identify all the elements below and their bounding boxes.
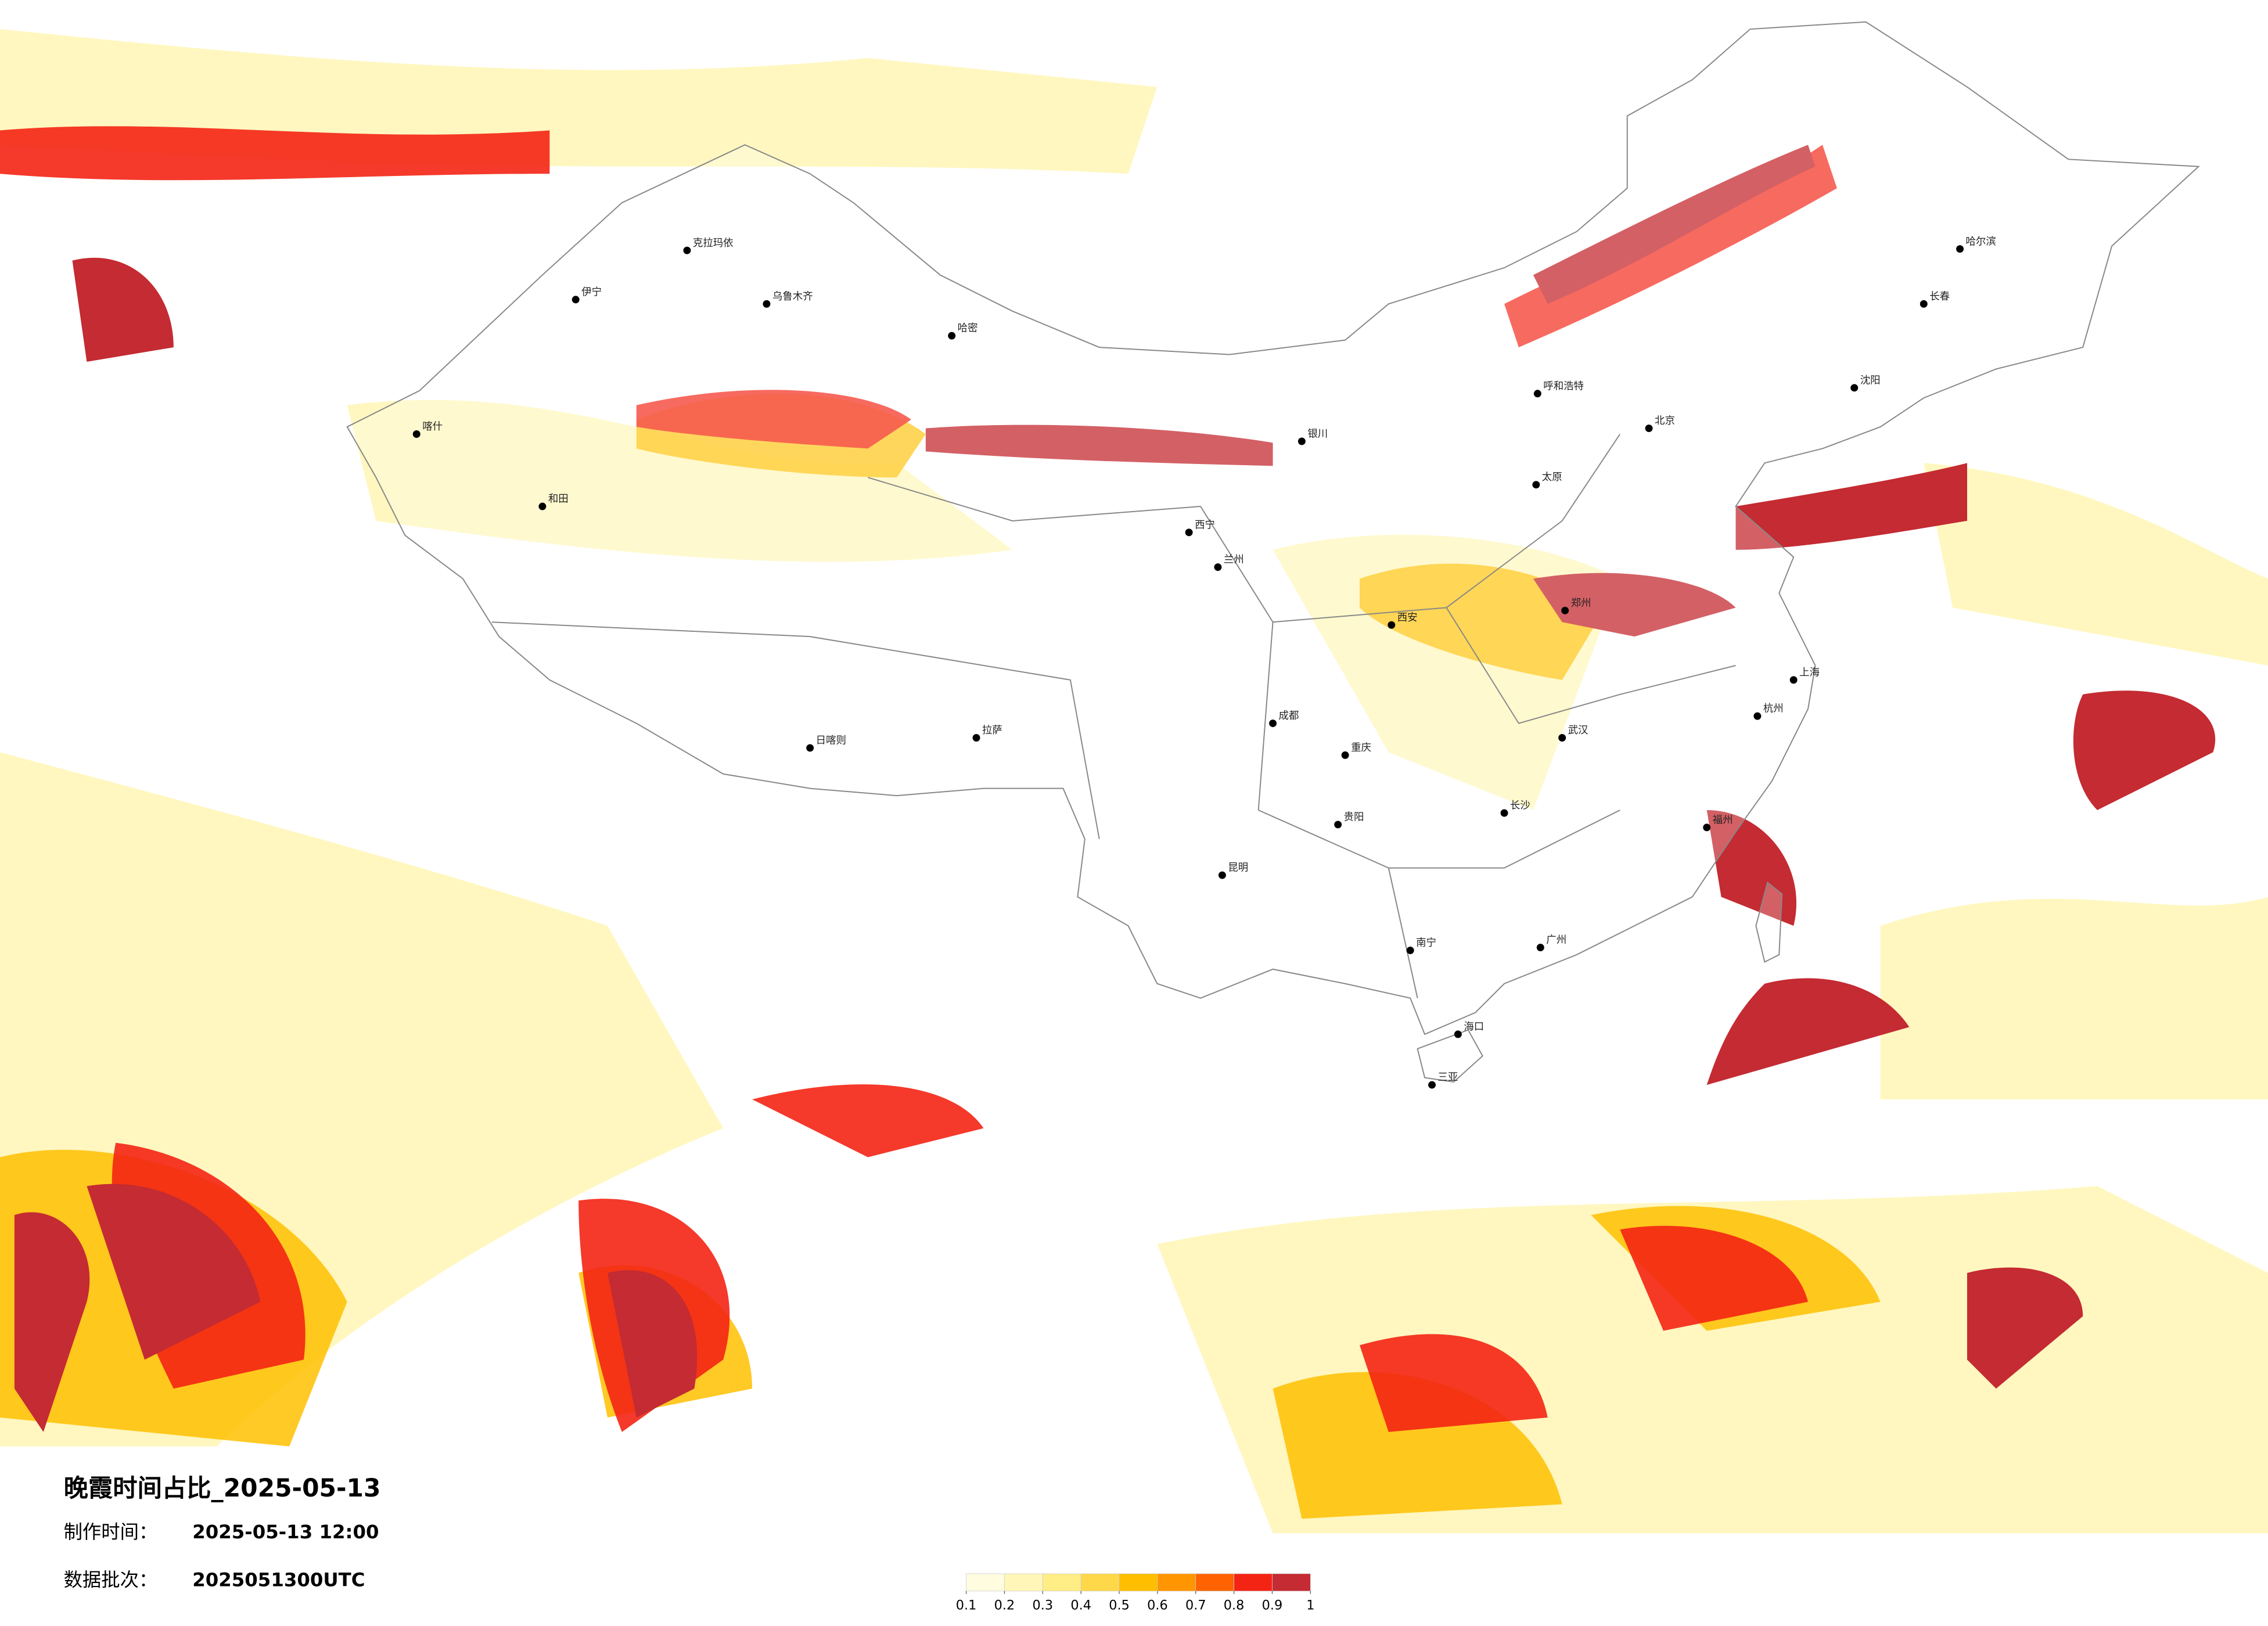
city-dot — [1532, 481, 1540, 489]
city-label: 成都 — [1279, 710, 1299, 722]
city-dot — [1850, 384, 1859, 392]
city-dot — [1334, 821, 1342, 829]
city-dot — [1406, 947, 1414, 955]
city-label: 海口 — [1464, 1021, 1484, 1033]
colorbar-tick-label: 0.3 — [1033, 1598, 1054, 1613]
city-label: 长春 — [1929, 291, 1950, 303]
made-value: 2025-05-13 12:00 — [192, 1521, 379, 1543]
city-label: 贵阳 — [1344, 811, 1364, 823]
city-dot — [1558, 734, 1566, 742]
city-label: 郑州 — [1571, 598, 1591, 609]
city-label: 克拉玛依 — [693, 238, 734, 249]
batch-value: 2025051300UTC — [192, 1569, 365, 1591]
city-label: 和田 — [548, 494, 569, 505]
city-dot — [1920, 300, 1928, 308]
city-label: 西宁 — [1195, 519, 1215, 531]
map-title: 晚霞时间占比_2025-05-13 — [64, 1474, 381, 1502]
sunset-field — [0, 29, 2268, 1534]
city-label: 伊宁 — [581, 286, 602, 298]
colorbar-swatch — [1004, 1573, 1043, 1592]
city-dot — [1218, 871, 1226, 879]
city-label: 广州 — [1546, 934, 1566, 946]
colorbar-tick-label: 0.1 — [956, 1598, 977, 1613]
city-label: 长沙 — [1510, 800, 1530, 812]
made-label: 制作时间： — [64, 1521, 158, 1543]
borders — [346, 21, 2200, 1083]
colorbar-swatch — [1080, 1573, 1120, 1592]
city-dot — [1185, 528, 1193, 537]
city-dot — [1561, 606, 1569, 614]
city-label: 哈密 — [958, 323, 978, 334]
colorbar-swatch — [1234, 1573, 1273, 1592]
colorbar-swatch — [1272, 1573, 1311, 1592]
city-label: 银川 — [1307, 429, 1328, 440]
city-dot — [1533, 390, 1541, 398]
colorbar-swatch — [1042, 1573, 1081, 1592]
city-dot — [1703, 823, 1711, 832]
city-label: 日喀则 — [816, 735, 846, 746]
city-dot — [1297, 437, 1306, 445]
colorbar-tick-label: 0.8 — [1224, 1598, 1245, 1613]
city-label: 重庆 — [1351, 742, 1371, 754]
city-dot — [1454, 1030, 1462, 1038]
city-label: 南宁 — [1416, 937, 1436, 949]
city-label: 太原 — [1542, 472, 1562, 483]
city-label: 西安 — [1397, 612, 1418, 624]
city-label: 哈尔滨 — [1965, 236, 1996, 247]
city-dot — [806, 744, 814, 752]
colorbar-tick-label: 0.4 — [1070, 1598, 1091, 1613]
city-label: 三亚 — [1437, 1072, 1458, 1084]
city-dot — [1500, 809, 1508, 817]
colorbar-swatch — [1195, 1573, 1234, 1592]
city-label: 沈阳 — [1860, 375, 1881, 386]
city-dot — [1645, 425, 1653, 433]
city-dot — [1341, 751, 1349, 759]
city-dot — [763, 300, 771, 308]
colorbar-tick-label: 1 — [1306, 1598, 1314, 1613]
city-label: 福州 — [1713, 814, 1733, 826]
batch-label: 数据批次： — [64, 1569, 158, 1591]
colorbar-tick-label: 0.9 — [1262, 1598, 1283, 1613]
city-dot — [1956, 245, 1964, 253]
city-dot — [1269, 720, 1277, 728]
city-label: 上海 — [1799, 667, 1820, 678]
city-label: 杭州 — [1763, 703, 1784, 715]
colorbar-tick-label: 0.7 — [1185, 1598, 1206, 1613]
city-dot — [412, 430, 420, 438]
colorbar-tick-label: 0.5 — [1109, 1598, 1130, 1613]
city-label: 拉萨 — [982, 725, 1002, 736]
city-dot — [538, 502, 547, 510]
colorbar-swatch — [1119, 1573, 1158, 1592]
city-dot — [1753, 712, 1762, 720]
city-dot — [948, 332, 956, 340]
city-label: 乌鲁木齐 — [772, 291, 813, 303]
city-dot — [1214, 563, 1222, 571]
city-label: 呼和浩特 — [1543, 380, 1584, 392]
city-dot — [572, 296, 580, 304]
city-label: 北京 — [1655, 415, 1675, 427]
city-label: 兰州 — [1224, 554, 1244, 566]
colorbar-swatch — [966, 1573, 1005, 1592]
city-dot — [1428, 1081, 1436, 1089]
city-dot — [1536, 944, 1544, 952]
city-label: 武汉 — [1568, 725, 1588, 736]
city-dot — [683, 246, 691, 254]
city-label: 昆明 — [1228, 862, 1248, 874]
city-dot — [1388, 621, 1396, 629]
city-dot — [1789, 676, 1798, 684]
city-dot — [972, 734, 980, 742]
colorbar-swatch — [1157, 1573, 1196, 1592]
colorbar-tick-label: 0.6 — [1147, 1598, 1168, 1613]
colorbar-tick-label: 0.2 — [994, 1598, 1015, 1613]
city-label: 喀什 — [422, 421, 443, 433]
colorbar: 0.1 0.2 0.3 0.4 0.5 0.6 0.7 0.8 0.9 1 — [956, 1573, 1314, 1613]
